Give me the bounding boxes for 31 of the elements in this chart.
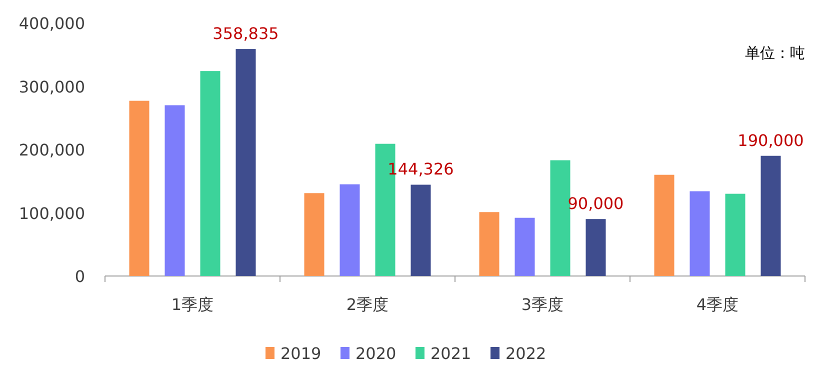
annotation: 单位：吨 (745, 44, 805, 62)
bar (550, 160, 570, 276)
bar (514, 218, 535, 276)
bar (586, 219, 606, 276)
y-tick-label: 100,000 (18, 204, 85, 223)
y-tick-label: 400,000 (18, 14, 85, 33)
bar (200, 71, 220, 276)
bar (129, 100, 150, 276)
x-tick-label: 2季度 (346, 295, 389, 314)
data-label: 358,835 (212, 24, 279, 44)
data-label: 190,000 (738, 130, 804, 150)
legend-label: 2020 (356, 344, 396, 363)
x-tick-label: 1季度 (171, 295, 214, 314)
bar (760, 156, 781, 276)
bar (479, 212, 500, 276)
x-tick-label: 3季度 (521, 295, 564, 314)
legend-label: 2019 (280, 344, 322, 363)
y-tick-label: 0 (74, 267, 85, 286)
legend-label: 2022 (506, 344, 546, 363)
bar (410, 184, 431, 276)
bar (654, 174, 674, 276)
legend-label: 2021 (430, 344, 472, 363)
x-tick-label: 4季度 (696, 295, 739, 314)
y-tick-label: 200,000 (18, 140, 85, 160)
y-tick-label: 300,000 (18, 77, 85, 96)
bar (236, 49, 256, 276)
bar (340, 184, 360, 276)
bar (725, 194, 746, 276)
bar (690, 191, 710, 276)
bar (304, 193, 324, 276)
bar (164, 105, 185, 276)
